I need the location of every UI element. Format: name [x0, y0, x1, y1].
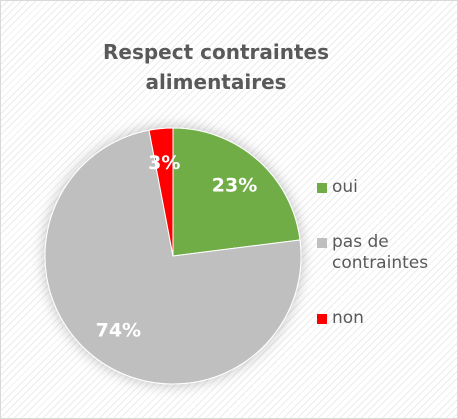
legend-swatch — [317, 183, 327, 193]
legend: oui pas de contraintes non — [317, 177, 457, 363]
legend-swatch — [317, 314, 327, 324]
legend-item: non — [317, 308, 457, 329]
legend-swatch — [317, 238, 327, 248]
legend-label: non — [332, 308, 364, 328]
legend-item: pas de contraintes — [317, 232, 457, 274]
legend-label: pas de contraintes — [332, 232, 429, 273]
data-label: 3% — [148, 152, 180, 174]
data-label: 23% — [212, 175, 257, 197]
chart-title: Respect contraintes alimentaires — [102, 40, 329, 94]
pie-slice — [172, 127, 301, 257]
pie-slice — [148, 127, 174, 257]
data-label: 74% — [96, 320, 141, 342]
legend-label: oui — [332, 177, 358, 197]
legend-item: oui — [317, 177, 457, 198]
pie-slice — [44, 129, 302, 385]
